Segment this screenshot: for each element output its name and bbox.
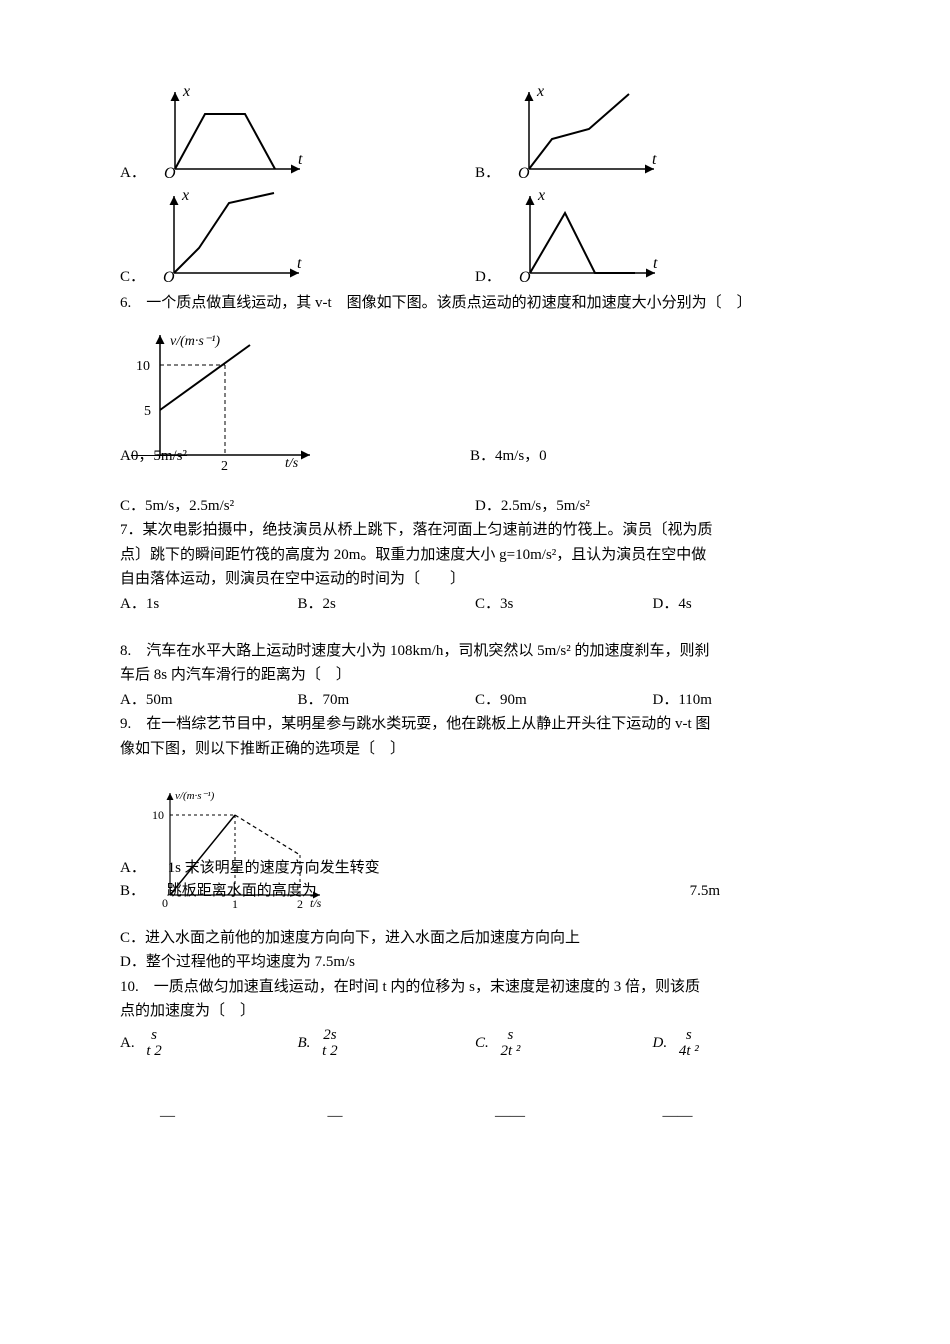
svg-text:O: O — [518, 165, 530, 182]
svg-text:t: t — [653, 255, 658, 272]
q5-opt-c: C． x t O — [120, 188, 475, 288]
q10-opt-c: C. s 2t ² — [475, 1027, 653, 1060]
q5-opt-b: B． x t O — [475, 84, 830, 184]
svg-text:10: 10 — [136, 359, 150, 374]
q8-opt-c: C．90m — [475, 689, 653, 712]
opt-label-d: D． — [475, 266, 501, 289]
q9-l2: 像如下图，则以下推断正确的选项是〔 〕 — [120, 738, 830, 761]
q7-opt-d: D．4s — [653, 593, 831, 616]
footer-marks: — — —— —— — [120, 1105, 830, 1128]
q9-opt-b-val: 7.5m — [690, 880, 820, 903]
q7-opt-b: B．2s — [298, 593, 476, 616]
opt-label-a: A． — [120, 162, 146, 185]
q6-text: 6. 一个质点做直线运动，其 v-t 图像如下图。该质点运动的初速度和加速度大小… — [120, 292, 830, 315]
q7-opts: A．1s B．2s C．3s D．4s — [120, 593, 830, 616]
graph-xt-a: x t O — [150, 84, 310, 184]
footer-b: — — [328, 1105, 496, 1128]
q10-l2: 点的加速度为〔 〕 — [120, 1000, 830, 1023]
svg-text:x: x — [536, 84, 544, 100]
q7-opt-a: A．1s — [120, 593, 298, 616]
q8-opt-b: B．70m — [298, 689, 476, 712]
opt-label-b: B． — [475, 162, 500, 185]
graph-xt-c: x t O — [149, 188, 309, 288]
svg-text:10: 10 — [152, 808, 164, 822]
q8-l2: 车后 8s 内汽车滑行的距离为〔 〕 — [120, 664, 830, 687]
q5-opt-a: A． x t O — [120, 84, 475, 184]
q9-opt-a: A． — [120, 860, 146, 876]
q6-opts-cd: C．5m/s，2.5m/s² D．2.5m/s，5m/s² — [120, 495, 830, 518]
svg-text:t: t — [652, 151, 657, 168]
q5-row-cd: C． x t O D． x t O — [120, 188, 830, 288]
axis-x: t — [298, 151, 303, 168]
graph-xt-d: x t O — [505, 188, 665, 288]
svg-text:t: t — [297, 255, 302, 272]
graph-xt-b: x t O — [504, 84, 664, 184]
q10-opts: A. s t 2 B. 2s t 2 C. s 2t ² D. s 4t ² — [120, 1027, 830, 1060]
q6-chart-block: v/(m·s⁻¹) 10 5 2 t/s A0，5m/s² B．4m/s，0 — [120, 325, 830, 475]
q5-row-ab: A． x t O B． x t O — [120, 84, 830, 184]
q8-opt-a: A．50m — [120, 689, 298, 712]
q5-opt-d: D． x t O — [475, 188, 830, 288]
footer-c: —— — [495, 1105, 663, 1128]
q6-opt-d: D．2.5m/s，5m/s² — [475, 495, 830, 518]
q9-chart-block: v/(m·s⁻¹) 10 1 2 0 t/s A． 1s 末该明星的速度方向发生… — [120, 785, 830, 925]
q10-opt-b: B. 2s t 2 — [298, 1027, 476, 1060]
svg-text:v/(m·s⁻¹): v/(m·s⁻¹) — [170, 334, 220, 349]
q9-opt-b: B． — [120, 883, 145, 899]
q7-l2: 点〕跳下的瞬间距竹筏的高度为 20m。取重力加速度大小 g=10m/s²，且认为… — [120, 544, 830, 567]
q10-l1: 10. 一质点做匀加速直线运动，在时间 t 内的位移为 s，末速度是初速度的 3… — [120, 976, 830, 999]
opt-label-c: C． — [120, 266, 145, 289]
q9-opt-b-tail: 跳板距离水面的高度为 — [167, 883, 317, 899]
q10-opt-d: D. s 4t ² — [653, 1027, 831, 1060]
q9-opt-a-tail: 1s 末该明星的速度方向发生转变 — [168, 860, 380, 876]
svg-text:x: x — [181, 188, 189, 204]
q9-opt-c: C．进入水面之前他的加速度方向向下，进入水面之后加速度方向向上 — [120, 927, 830, 950]
q6-opt-a-pre: A — [120, 448, 131, 464]
footer-d: —— — [663, 1105, 831, 1128]
q9-opt-d: D．整个过程他的平均速度为 7.5m/s — [120, 951, 830, 974]
axis-y: x — [182, 84, 190, 100]
svg-text:5: 5 — [144, 404, 151, 419]
q8-l1: 8. 汽车在水平大路上运动时速度大小为 108km/h，司机突然以 5m/s² … — [120, 640, 830, 663]
q8-opts: A．50m B．70m C．90m D．110m — [120, 689, 830, 712]
footer-a: — — [160, 1105, 328, 1128]
q6-opt-b: B．4m/s，0 — [470, 445, 820, 468]
q9-l1: 9. 在一档综艺节目中，某明星参与跳水类玩耍，他在跳板上从静止开头往下运动的 v… — [120, 713, 830, 736]
q6-opt-c: C．5m/s，2.5m/s² — [120, 495, 475, 518]
svg-text:x: x — [537, 188, 545, 204]
q7-opt-c: C．3s — [475, 593, 653, 616]
q8-opt-d: D．110m — [653, 689, 831, 712]
svg-text:O: O — [519, 269, 531, 286]
q7-l1: 7．某次电影拍摄中，绝技演员从桥上跳下，落在河面上匀速前进的竹筏上。演员〔视为质 — [120, 519, 830, 542]
q7-l3: 自由落体运动，则演员在空中运动的时间为〔 〕 — [120, 568, 830, 591]
q10-opt-a: A. s t 2 — [120, 1027, 298, 1060]
svg-text:O: O — [164, 165, 176, 182]
svg-text:O: O — [163, 269, 175, 286]
svg-text:v/(m·s⁻¹): v/(m·s⁻¹) — [175, 790, 215, 802]
q6-opt-a-overlay: 0，5m/s² — [131, 448, 187, 464]
